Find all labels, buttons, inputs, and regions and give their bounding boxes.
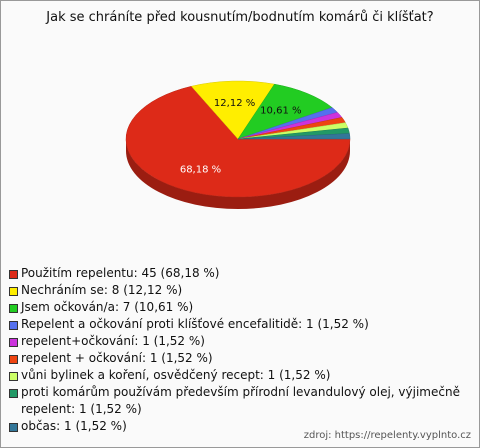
slice (237, 83, 333, 140)
legend-label: občas: 1 (1,52 %) (21, 419, 127, 433)
legend: Použitím repelentu: 45 (68,18 %) Nechrání… (9, 265, 471, 435)
legend-swatch (9, 287, 18, 296)
legend-entry: proti komárům používám především přírodn… (9, 384, 471, 418)
pie-area: Jak se chráníte před kousnutím/bodnutím … (45, 10, 434, 209)
legend-label: proti komárům používám především přírodn… (21, 385, 460, 416)
legend-entry: vůni bylinek a koření, osvědčený recept:… (9, 367, 471, 384)
legend-entry: repelent+očkování: 1 (1,52 %) (9, 333, 471, 350)
value-label: 68,18 % (180, 164, 221, 175)
slice (125, 85, 351, 198)
legend-entry: repelent + očkování: 1 (1,52 %) (9, 350, 471, 367)
legend-entry: Nechráním se: 8 (12,12 %) (9, 282, 471, 299)
legend-label: vůni bylinek a koření, osvědčený recept:… (21, 368, 331, 382)
legend-swatch (9, 321, 18, 330)
legend-entry: Jsem očkován/a: 7 (10,61 %) (9, 299, 471, 316)
legend-swatch (9, 355, 18, 364)
slice-side (126, 139, 350, 209)
chart-title: Jak se chráníte před kousnutím/bodnutím … (45, 10, 433, 25)
slice (237, 133, 351, 140)
legend-label: repelent + očkování: 1 (1,52 %) (21, 351, 213, 365)
legend-swatch (9, 338, 18, 347)
source: zdroj: https://repelenty.vyplnto.cz (303, 430, 471, 441)
legend-swatch (9, 270, 18, 279)
legend-entry: Repelent a očkování proti klíšťové encef… (9, 316, 471, 333)
legend-label: repelent+očkování: 1 (1,52 %) (21, 334, 205, 348)
legend-swatch (9, 372, 18, 381)
slice (190, 80, 275, 140)
legend-label: Použitím repelentu: 45 (68,18 %) (21, 266, 220, 280)
legend-entry: občas: 1 (1,52 %) (9, 418, 471, 435)
value-label: 12,12 % (214, 98, 255, 109)
legend-entry: Použitím repelentu: 45 (68,18 %) (9, 265, 471, 282)
legend-label: Repelent a očkování proti klíšťové encef… (21, 317, 369, 331)
value-label: 10,61 % (260, 106, 301, 117)
legend-swatch (9, 304, 18, 313)
legend-label: Nechráním se: 8 (12,12 %) (21, 283, 183, 297)
legend-label: Jsem očkován/a: 7 (10,61 %) (21, 300, 194, 314)
legend-swatch (9, 389, 18, 398)
legend-swatch (9, 423, 18, 432)
